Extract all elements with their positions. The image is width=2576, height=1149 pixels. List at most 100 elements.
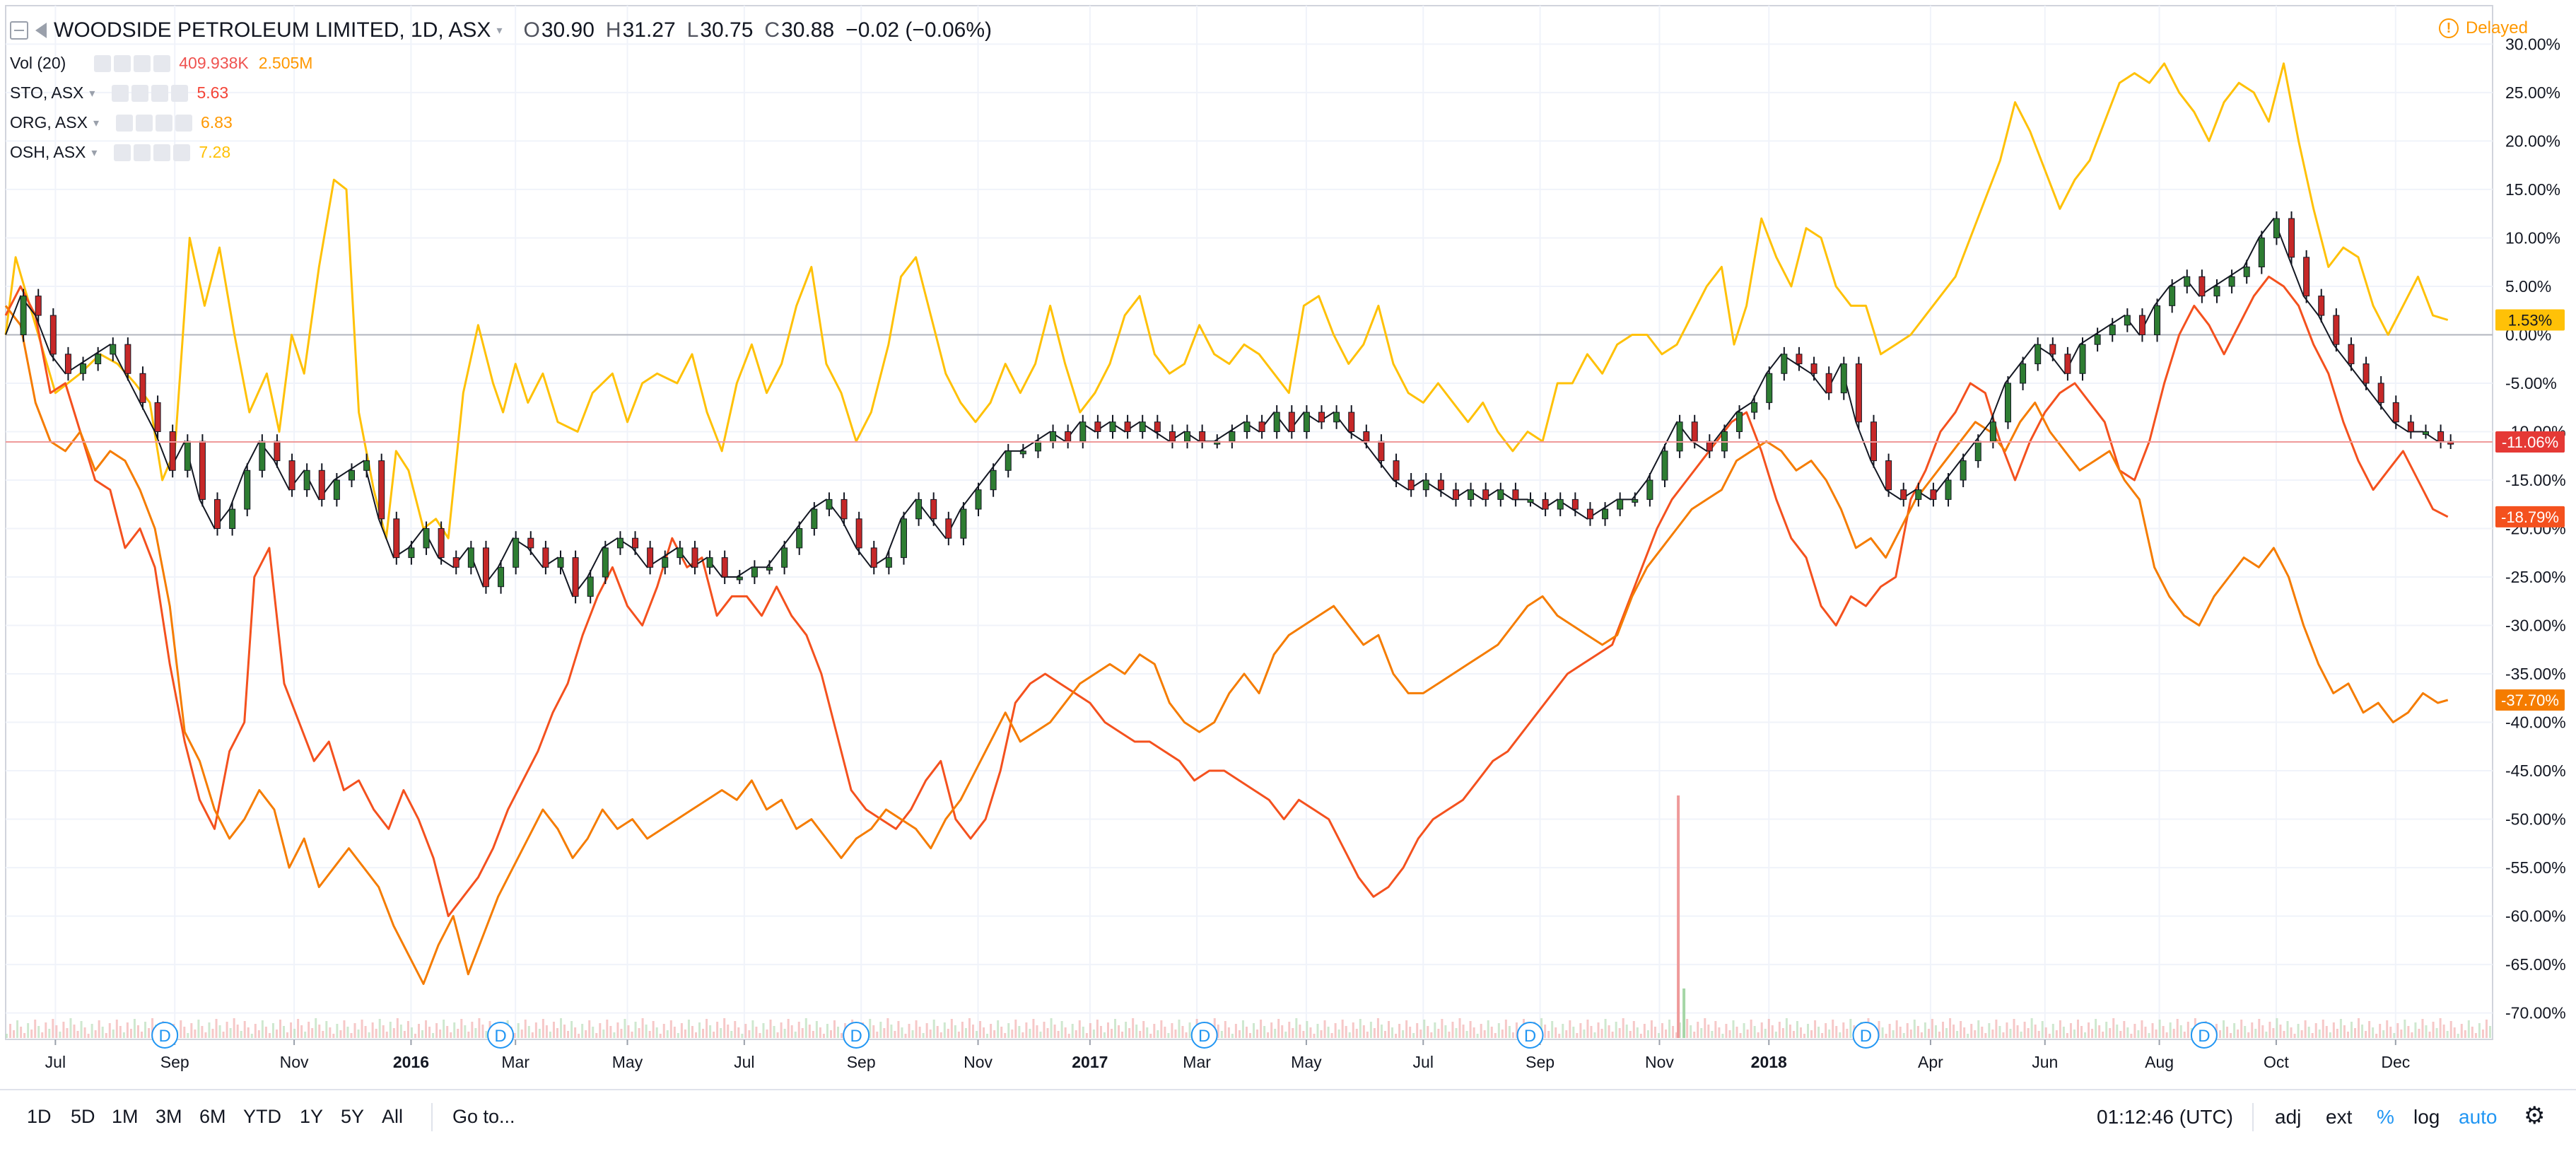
candle-body <box>2020 363 2027 384</box>
volume-bar <box>939 1032 942 1038</box>
timeframe-ytd[interactable]: YTD <box>243 1106 281 1127</box>
volume-bar <box>187 1033 189 1038</box>
volume-bar <box>311 1028 314 1038</box>
plus-icon[interactable] <box>134 54 151 72</box>
volume-bar <box>627 1025 630 1038</box>
volume-bar <box>897 1021 900 1038</box>
volume-bar <box>464 1025 467 1038</box>
close-icon[interactable] <box>153 54 171 72</box>
volume-bar <box>691 1026 693 1038</box>
timeframe-1d[interactable]: 1D <box>27 1106 52 1127</box>
volume-bar <box>687 1020 690 1038</box>
timeframe-5d[interactable]: 5D <box>71 1106 95 1127</box>
close-icon[interactable] <box>175 114 192 132</box>
volume-bar <box>371 1022 374 1038</box>
indicator-controls[interactable] <box>114 144 191 161</box>
close-icon[interactable] <box>171 84 189 102</box>
volume-bar <box>872 1025 875 1038</box>
timeframe-3m[interactable]: 3M <box>156 1106 182 1127</box>
gear-icon[interactable] <box>134 144 151 161</box>
volume-bar <box>122 1032 125 1038</box>
percent-toggle[interactable]: % <box>2377 1106 2394 1128</box>
volume-bar <box>613 1032 616 1038</box>
volume-bar <box>2442 1025 2445 1038</box>
indicator-controls[interactable] <box>115 114 192 132</box>
volume-bar <box>585 1030 587 1038</box>
ext-toggle[interactable]: ext <box>2326 1106 2353 1128</box>
volume-bar <box>2186 1022 2189 1038</box>
auto-toggle[interactable]: auto <box>2459 1106 2498 1128</box>
candle-body <box>1452 489 1459 500</box>
candle-body <box>975 489 982 510</box>
volume-bar <box>1483 1030 1486 1038</box>
plus-icon[interactable] <box>151 84 169 102</box>
volume-bar <box>2048 1034 2051 1038</box>
chevron-down-icon[interactable]: ▾ <box>91 146 98 159</box>
symbol-title[interactable]: WOODSIDE PETROLEUM LIMITED, 1D, ASX <box>54 18 491 42</box>
volume-bar <box>833 1020 836 1038</box>
volume-bar <box>1434 1022 1436 1038</box>
timeframe-6m[interactable]: 6M <box>199 1106 226 1127</box>
timeframe-1y[interactable]: 1Y <box>300 1106 324 1127</box>
volume-bar <box>450 1032 452 1038</box>
price-chart[interactable]: 30.00%25.00%20.00%15.00%10.00%5.00%0.00%… <box>0 0 2576 1089</box>
volume-bar <box>2265 1032 2268 1038</box>
indicator-controls[interactable] <box>94 54 171 72</box>
indicator-name[interactable]: STO, ASX <box>10 83 84 102</box>
volume-bar <box>841 1033 843 1038</box>
candle-body <box>229 508 236 529</box>
chevron-down-icon[interactable]: ▾ <box>89 87 95 100</box>
eye-icon[interactable] <box>94 54 112 72</box>
indicator-name[interactable]: Vol (20) <box>10 54 66 72</box>
eye-icon[interactable] <box>112 84 129 102</box>
volume-bar <box>1832 1020 1834 1038</box>
eye-icon[interactable] <box>115 114 133 132</box>
volume-bar <box>1383 1031 1386 1038</box>
indicator-controls[interactable] <box>112 84 189 102</box>
plus-icon[interactable] <box>153 144 171 161</box>
volume-bar <box>2162 1026 2165 1038</box>
high-label: H <box>605 18 621 42</box>
adj-toggle[interactable]: adj <box>2275 1106 2302 1128</box>
volume-bar <box>1451 1022 1454 1038</box>
indicator-name[interactable]: OSH, ASX <box>10 143 86 161</box>
volume-bar <box>1661 1023 1663 1038</box>
volume-bar <box>2325 1026 2328 1038</box>
log-toggle[interactable]: log <box>2413 1106 2440 1128</box>
volume-bar <box>2346 1032 2349 1038</box>
volume-bar <box>1241 1020 1244 1038</box>
goto-button[interactable]: Go to... <box>452 1106 515 1127</box>
volume-bar <box>1299 1025 1301 1038</box>
volume-bar <box>1149 1034 1152 1038</box>
candle-body <box>2407 421 2414 432</box>
volume-bar <box>922 1033 925 1038</box>
collapse-icon[interactable] <box>10 21 28 40</box>
settings-gear-icon[interactable]: ⚙ <box>2524 1102 2546 1129</box>
chevron-down-icon[interactable]: ▾ <box>93 117 99 129</box>
candle-body <box>2363 363 2370 384</box>
volume-bar <box>1835 1026 1838 1038</box>
eye-icon[interactable] <box>114 144 131 161</box>
volume-bar <box>1490 1027 1493 1038</box>
volume-bar <box>286 1032 289 1038</box>
plus-icon[interactable] <box>155 114 172 132</box>
volume-bar <box>1704 1018 1706 1038</box>
delayed-badge[interactable]: ! Delayed <box>2438 18 2528 38</box>
chevron-down-icon[interactable]: ▾ <box>496 25 503 37</box>
gear-icon[interactable] <box>135 114 153 132</box>
candle-body <box>1169 431 1176 442</box>
timeframe-all[interactable]: All <box>382 1106 404 1127</box>
flag-icon[interactable] <box>35 23 47 38</box>
gear-icon[interactable] <box>114 54 131 72</box>
volume-bar <box>300 1025 303 1038</box>
volume-bar <box>1167 1033 1170 1038</box>
volume-bar <box>1053 1025 1056 1038</box>
close-icon[interactable] <box>173 144 191 161</box>
timeframe-5y[interactable]: 5Y <box>341 1106 365 1127</box>
utc-clock[interactable]: 01:12:46 (UTC) <box>2097 1106 2233 1128</box>
gear-icon[interactable] <box>131 84 149 102</box>
indicator-name[interactable]: ORG, ASX <box>10 113 88 132</box>
volume-bar <box>1462 1025 1465 1038</box>
timeframe-1m[interactable]: 1M <box>112 1106 139 1127</box>
volume-bar <box>1558 1034 1561 1038</box>
